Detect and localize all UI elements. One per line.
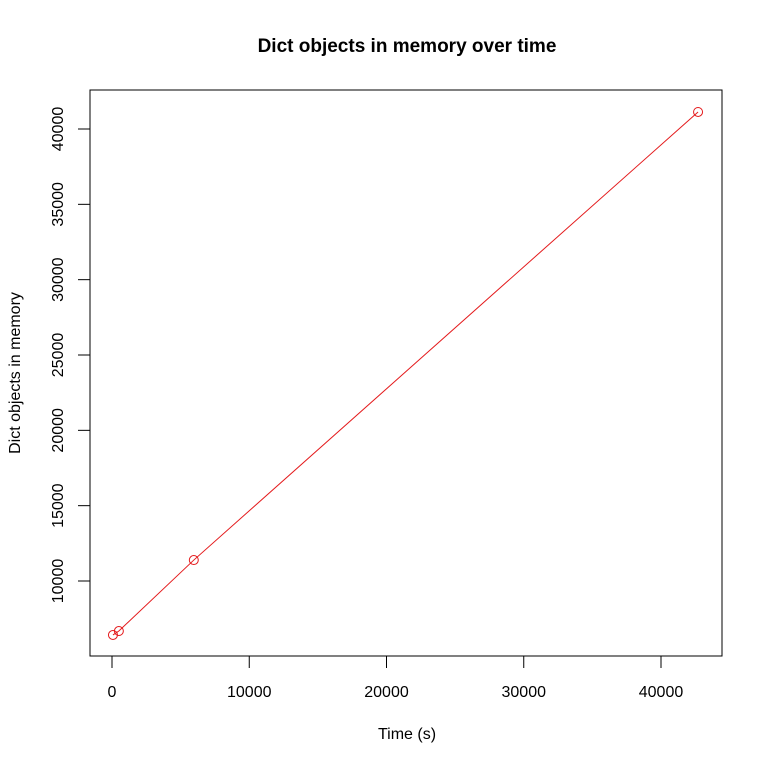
data-point-marker [113, 626, 124, 637]
y-tick-label: 10000 [50, 559, 67, 604]
y-tick-label: 30000 [50, 257, 67, 302]
y-tick-label: 20000 [50, 408, 67, 453]
x-tick-label: 0 [108, 684, 117, 701]
y-tick-label: 25000 [50, 333, 67, 378]
chart-title: Dict objects in memory over time [258, 36, 557, 57]
x-axis-label: Time (s) [378, 726, 436, 743]
y-tick-label: 35000 [50, 182, 67, 227]
data-series [107, 106, 704, 640]
series-line [112, 111, 699, 636]
x-tick-label: 40000 [639, 684, 684, 701]
x-tick-label: 30000 [502, 684, 547, 701]
data-point-marker [693, 106, 704, 117]
y-tick-label: 40000 [50, 107, 67, 152]
x-tick-label: 10000 [227, 684, 272, 701]
x-tick-label: 20000 [364, 684, 409, 701]
y-axis-label: Dict objects in memory [7, 292, 24, 454]
y-axis: 10000 15000 20000 25000 30000 35000 40000 [50, 107, 91, 604]
y-tick-label: 15000 [50, 483, 67, 528]
x-axis: 0 10000 20000 30000 40000 [108, 655, 684, 701]
data-point-marker [188, 555, 199, 566]
